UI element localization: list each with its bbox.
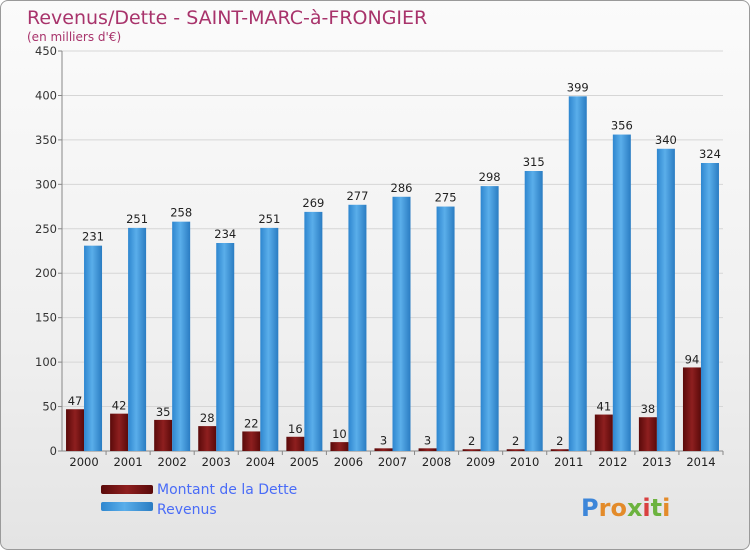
data-label-dette-2002: 35 — [156, 405, 171, 419]
x-tick-label: 2005 — [290, 455, 319, 469]
bar-revenus-2010 — [524, 171, 543, 451]
x-tick-label: 2004 — [246, 455, 275, 469]
bar-revenus-2009 — [480, 186, 499, 451]
bar-dette-2014 — [682, 367, 701, 451]
y-tick-label: 200 — [35, 266, 57, 280]
data-label-dette-2000: 47 — [68, 394, 83, 408]
y-tick-label: 450 — [35, 44, 57, 58]
bar-dette-2004 — [242, 431, 261, 451]
bar-revenus-2013 — [656, 148, 675, 451]
legend-label-dette: Montant de la Dette — [157, 482, 297, 498]
bar-dette-2002 — [154, 419, 173, 451]
x-tick-label: 2008 — [422, 455, 451, 469]
bar-revenus-2001 — [128, 227, 147, 451]
bar-revenus-2006 — [348, 204, 367, 451]
bar-dette-2007 — [374, 448, 393, 451]
y-tick-label: 250 — [35, 222, 57, 236]
y-tick-label: 400 — [35, 88, 57, 102]
bar-dette-2011 — [550, 449, 569, 451]
legend-swatch-revenus — [101, 502, 153, 511]
data-label-revenus-2001: 251 — [126, 212, 148, 226]
data-label-dette-2009: 2 — [468, 434, 475, 448]
data-label-revenus-2013: 340 — [655, 133, 677, 147]
data-label-revenus-2007: 286 — [391, 181, 413, 195]
chart-title: Revenus/Dette - SAINT-MARC-à-FRONGIER — [27, 7, 427, 29]
bar-revenus-2005 — [304, 211, 323, 451]
data-label-revenus-2012: 356 — [611, 119, 633, 133]
bar-revenus-2014 — [700, 163, 719, 451]
bar-revenus-2011 — [568, 96, 587, 451]
data-label-revenus-2002: 258 — [170, 206, 192, 220]
data-label-revenus-2005: 269 — [302, 196, 324, 210]
data-label-dette-2013: 38 — [641, 402, 656, 416]
data-label-dette-2012: 41 — [597, 400, 612, 414]
data-label-dette-2004: 22 — [244, 416, 259, 430]
data-label-dette-2003: 28 — [200, 411, 215, 425]
data-label-revenus-2004: 251 — [258, 212, 280, 226]
bar-dette-2008 — [418, 448, 437, 451]
y-tick-label: 50 — [42, 400, 57, 414]
legend-label-revenus: Revenus — [157, 502, 217, 518]
data-label-revenus-2011: 399 — [567, 80, 589, 94]
bar-revenus-2002 — [172, 221, 191, 451]
bar-dette-2006 — [330, 442, 349, 451]
data-label-revenus-2010: 315 — [523, 155, 545, 169]
x-tick-label: 2007 — [378, 455, 407, 469]
x-tick-label: 2009 — [466, 455, 495, 469]
data-label-dette-2001: 42 — [112, 399, 127, 413]
data-label-dette-2010: 2 — [512, 434, 519, 448]
x-tick-label: 2012 — [598, 455, 627, 469]
x-tick-label: 2002 — [158, 455, 187, 469]
bar-dette-2012 — [594, 414, 613, 451]
data-label-revenus-2014: 324 — [699, 147, 721, 161]
data-label-dette-2007: 3 — [380, 433, 387, 447]
data-label-revenus-2006: 277 — [346, 189, 368, 203]
bar-dette-2009 — [462, 449, 481, 451]
x-tick-label: 2013 — [642, 455, 671, 469]
data-label-revenus-2003: 234 — [214, 227, 236, 241]
x-tick-label: 2011 — [554, 455, 583, 469]
x-tick-label: 2001 — [113, 455, 142, 469]
bar-revenus-2003 — [216, 243, 235, 451]
y-tick-label: 100 — [35, 355, 57, 369]
y-tick-label: 350 — [35, 133, 57, 147]
bar-dette-2013 — [638, 417, 657, 451]
data-label-revenus-2008: 275 — [435, 191, 457, 205]
data-label-dette-2014: 94 — [685, 352, 700, 366]
bar-dette-2003 — [198, 426, 217, 451]
bar-revenus-2012 — [612, 134, 631, 452]
proxiti-logo: Proxiti — [581, 494, 670, 522]
data-label-dette-2005: 16 — [288, 422, 303, 436]
bar-dette-2010 — [506, 449, 525, 451]
bar-dette-2005 — [286, 436, 305, 451]
x-tick-label: 2003 — [202, 455, 231, 469]
bar-revenus-2008 — [436, 206, 455, 451]
data-label-revenus-2000: 231 — [82, 230, 104, 244]
x-tick-label: 2000 — [69, 455, 98, 469]
legend-swatch-dette — [101, 485, 153, 494]
data-label-dette-2006: 10 — [332, 427, 347, 441]
bar-dette-2001 — [110, 413, 129, 451]
y-tick-label: 150 — [35, 311, 57, 325]
chart-subtitle: (en milliers d'€) — [27, 30, 121, 44]
data-label-dette-2008: 3 — [424, 433, 431, 447]
x-tick-label: 2010 — [510, 455, 539, 469]
x-tick-label: 2014 — [686, 455, 715, 469]
proxiti-logo-text: Proxiti — [581, 494, 670, 522]
x-tick-label: 2006 — [334, 455, 363, 469]
data-label-dette-2011: 2 — [556, 434, 563, 448]
y-tick-label: 0 — [50, 444, 57, 458]
data-label-revenus-2009: 298 — [479, 170, 501, 184]
bar-revenus-2007 — [392, 196, 411, 451]
y-tick-label: 300 — [35, 177, 57, 191]
bar-revenus-2004 — [260, 227, 279, 451]
bar-revenus-2000 — [84, 245, 103, 451]
bar-dette-2000 — [66, 409, 85, 451]
